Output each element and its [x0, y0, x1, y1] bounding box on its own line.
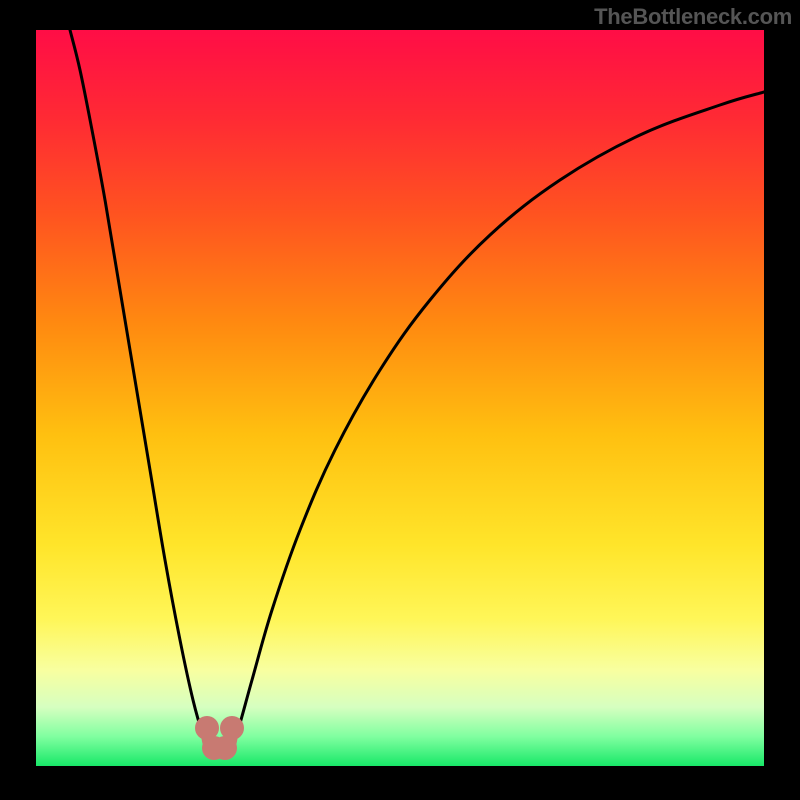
watermark-text: TheBottleneck.com	[594, 4, 792, 30]
plot-background	[36, 30, 764, 766]
chart-container: TheBottleneck.com	[0, 0, 800, 800]
bottleneck-chart	[0, 0, 800, 800]
marker-dot	[220, 716, 244, 740]
